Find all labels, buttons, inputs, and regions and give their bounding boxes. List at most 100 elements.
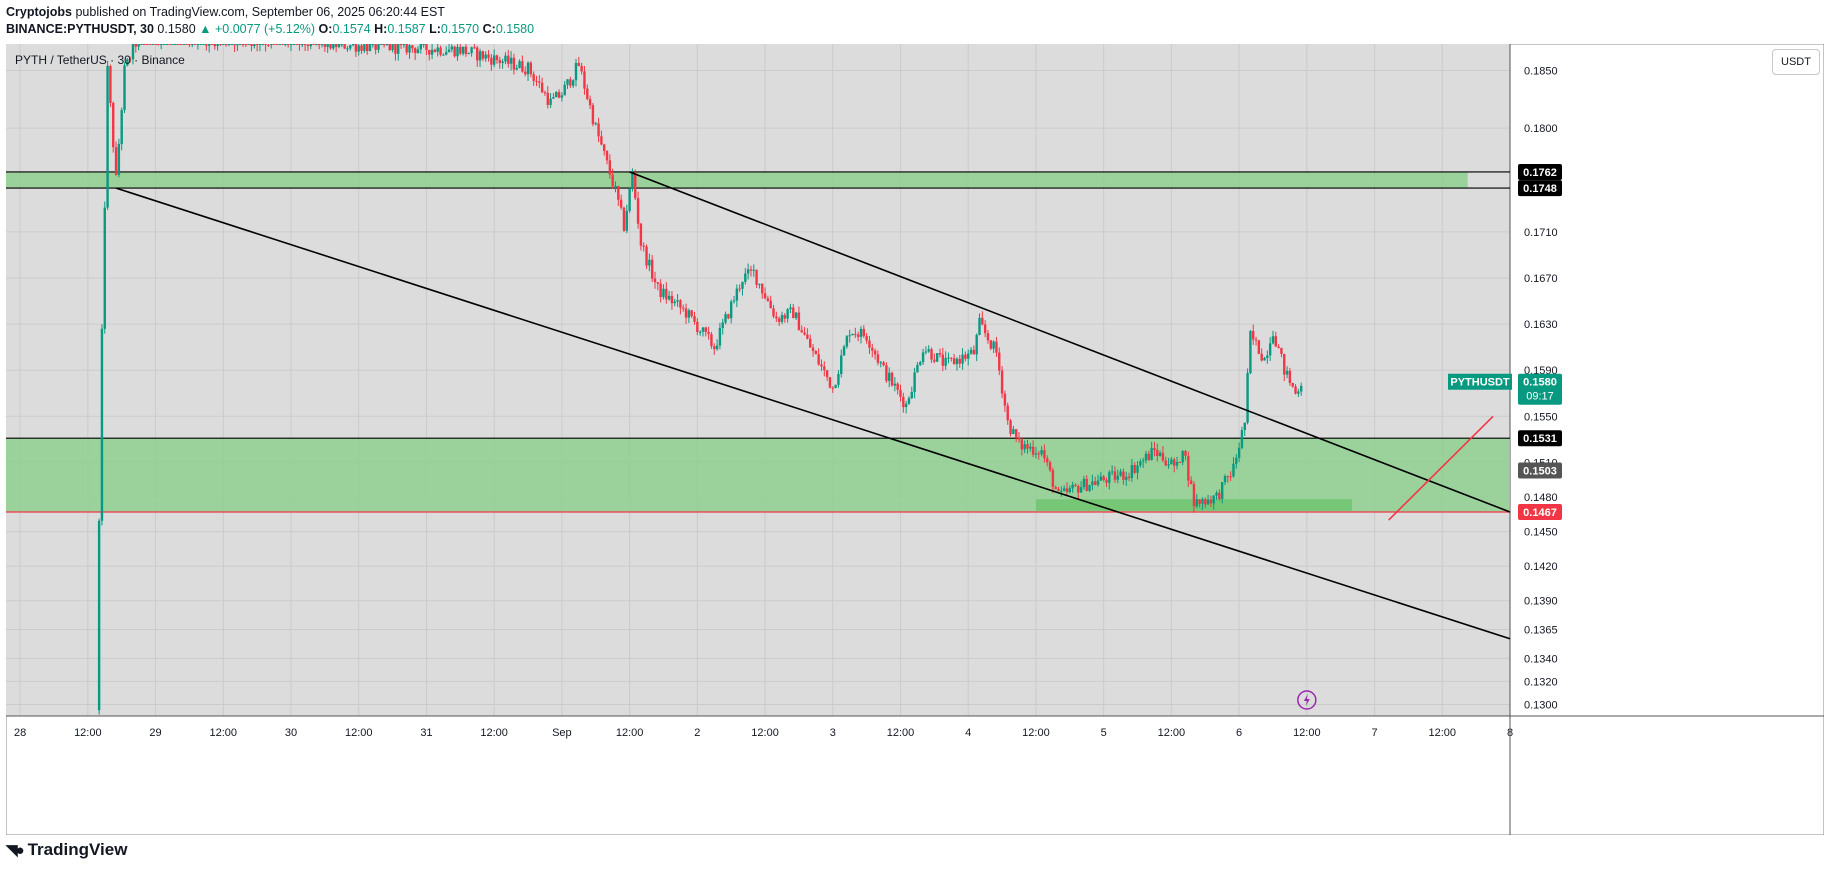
candle	[930, 349, 933, 360]
candle	[639, 223, 643, 246]
candle	[1164, 460, 1167, 466]
candle	[258, 44, 262, 45]
candle	[374, 44, 377, 50]
candle	[1218, 492, 1221, 500]
candle	[1181, 450, 1184, 463]
candle	[597, 123, 600, 137]
y-tick-label: 0.1850	[1524, 66, 1558, 78]
candle	[521, 61, 524, 72]
candle	[828, 377, 832, 388]
x-tick-label: 30	[285, 727, 297, 739]
x-tick-label: 2	[694, 727, 700, 739]
candle	[1048, 462, 1052, 471]
candle	[148, 44, 152, 45]
chart-symbol-title: PYTH / TetherUS · 30 · Binance	[15, 53, 185, 67]
candle	[871, 347, 874, 351]
candle	[662, 288, 665, 298]
candle	[969, 349, 973, 354]
candle	[109, 65, 112, 103]
candle	[419, 44, 422, 50]
candle	[168, 44, 171, 45]
candle	[1167, 464, 1170, 466]
candle	[967, 353, 970, 359]
candle	[193, 44, 197, 45]
candle	[368, 44, 372, 52]
candle	[868, 340, 871, 348]
candle	[927, 349, 930, 352]
candle	[1057, 489, 1060, 492]
y-tick-label: 0.1630	[1524, 319, 1558, 331]
tradingview-logo[interactable]: ◥● TradingView	[6, 840, 127, 860]
price-chart[interactable]: 0.18500.18000.17100.16700.16300.15900.15…	[6, 44, 1824, 835]
countdown-label: 09:17	[1526, 391, 1554, 403]
candle	[786, 309, 789, 319]
candle	[755, 269, 758, 285]
candle	[763, 293, 767, 299]
candle	[464, 46, 468, 54]
candle	[710, 334, 713, 347]
candle	[1215, 492, 1218, 496]
publisher-name[interactable]: Cryptojobs	[6, 5, 72, 19]
candle	[157, 44, 160, 45]
candle	[425, 44, 428, 50]
candle	[1249, 331, 1252, 374]
candle	[715, 345, 719, 350]
candle	[1088, 485, 1091, 491]
candle	[566, 79, 569, 85]
chart-frame[interactable]: 0.1850 0.1800 0.1710 0.1670 0.1630 0.1590 0.15…	[6, 44, 1824, 835]
candle	[1252, 331, 1255, 340]
candle	[972, 349, 976, 355]
candle	[735, 288, 739, 301]
candle	[343, 44, 346, 49]
candle	[555, 92, 558, 98]
candle	[543, 92, 547, 94]
candle	[1277, 346, 1280, 348]
y-tick-label: 0.1670	[1524, 273, 1558, 285]
x-tick-label: 4	[965, 727, 971, 739]
candle	[557, 92, 561, 98]
candle	[938, 353, 942, 355]
candle	[600, 136, 603, 145]
candle	[405, 44, 408, 53]
price-change: ▲ +0.0077 (+5.12%)	[199, 22, 316, 36]
chart-header: Cryptojobs published on TradingView.com,…	[6, 4, 534, 38]
candle	[608, 160, 612, 175]
candle	[397, 44, 400, 54]
candle	[1184, 450, 1187, 456]
candle	[890, 372, 894, 386]
candle	[447, 49, 451, 53]
y-tick-label: 0.1365	[1524, 625, 1558, 637]
candle	[461, 46, 465, 54]
candle	[188, 44, 191, 45]
candle	[546, 92, 549, 105]
candle	[199, 44, 202, 45]
x-tick-label: 12:00	[887, 727, 915, 739]
lightning-icon	[1297, 690, 1317, 710]
candle	[540, 82, 544, 93]
candle	[1071, 484, 1074, 489]
candle	[1040, 450, 1043, 455]
candle	[958, 358, 961, 364]
candle	[732, 300, 736, 302]
candle	[851, 333, 854, 336]
x-tick-label: 12:00	[1022, 727, 1050, 739]
candle	[131, 44, 135, 60]
candle	[1141, 460, 1145, 462]
candle	[1065, 488, 1069, 493]
candle	[983, 324, 987, 334]
candle	[1235, 457, 1238, 464]
candle	[478, 51, 482, 61]
candle	[512, 57, 516, 70]
candle	[1116, 475, 1119, 480]
candle	[995, 341, 998, 353]
candle	[450, 46, 454, 50]
candle	[239, 44, 242, 45]
candle	[388, 44, 391, 51]
price-tag-label: 0.1531	[1523, 433, 1557, 445]
candle	[377, 44, 380, 50]
candle	[1192, 484, 1196, 507]
currency-button[interactable]: USDT	[1772, 49, 1820, 75]
candle	[800, 330, 803, 333]
candle	[484, 54, 487, 59]
candle	[811, 347, 815, 351]
